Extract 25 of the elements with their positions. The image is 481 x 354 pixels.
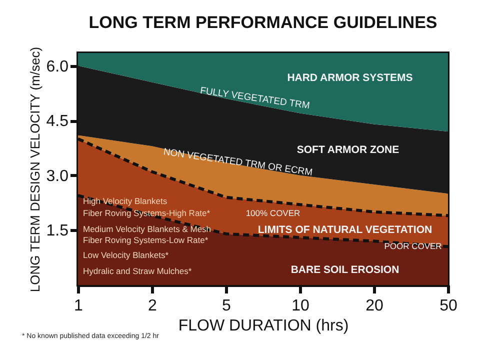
chart-title: LONG TERM PERFORMANCE GUIDELINES (88, 13, 438, 32)
annotation: Low Velocity Blankets* (83, 250, 170, 260)
y-tick-label: 6.0 (46, 58, 69, 76)
x-tick-label: 10 (292, 298, 310, 314)
annotation: Hydralic and Straw Mulches* (83, 266, 192, 276)
annotation: LIMITS OF NATURAL VEGETATION (258, 224, 432, 236)
annotation: SOFT ARMOR ZONE (296, 144, 400, 156)
annotation: BARE SOIL EROSION (290, 264, 400, 276)
x-tick-label: 5 (222, 298, 232, 314)
x-axis-title: FLOW DURATION (hrs) (178, 318, 349, 334)
annotation: Fiber Roving Systems-Low Rate* (83, 235, 209, 245)
annotation: Medium Velocity Blankets & Mesh (83, 224, 212, 234)
x-tick-label: 1 (74, 298, 84, 314)
y-tick-label: 1.5 (46, 222, 69, 240)
y-tick-label: 4.5 (46, 113, 69, 130)
annotation: FULLY VEGETATED TRM (199, 85, 310, 112)
annotation: High Velocity Blankets (83, 196, 168, 206)
x-tick-label: 20 (366, 298, 384, 314)
annotation: 100% COVER (246, 208, 300, 218)
y-tick-label: 3.0 (46, 168, 69, 185)
x-tick-label: 2 (148, 298, 158, 314)
annotation: POOR COVER (384, 241, 442, 251)
x-tick-label: 50 (440, 298, 458, 314)
y-axis-title: LONG TERM DESIGN VELOCITY (m/sec) (27, 46, 42, 292)
annotation: HARD ARMOR SYSTEMS (287, 72, 413, 84)
